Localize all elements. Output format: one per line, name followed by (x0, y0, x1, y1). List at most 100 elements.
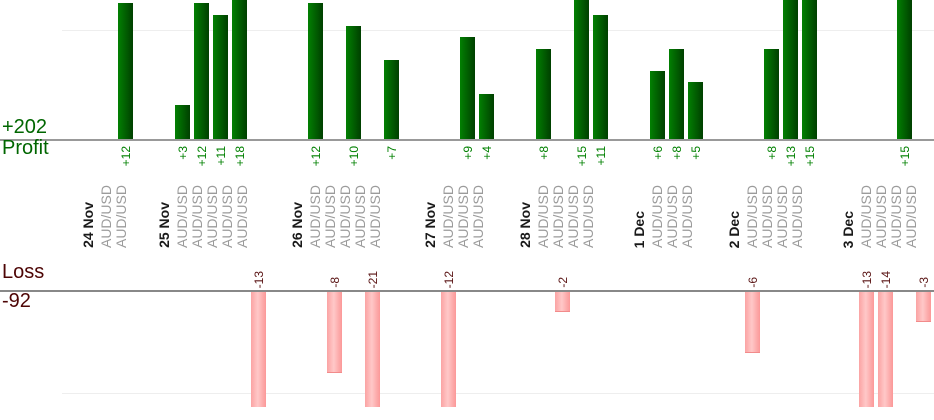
date-label: 26 Nov (289, 202, 305, 248)
profit-bar (897, 0, 912, 139)
loss-gridline (62, 393, 934, 394)
symbol-label: AUD/USD (580, 184, 596, 248)
profit-bar-value: +4 (480, 146, 494, 160)
profit-bar-value: +15 (803, 146, 817, 167)
symbol-label: AUD/USD (98, 184, 114, 248)
profit-bar (669, 49, 684, 139)
profit-axis-label: Profit (2, 137, 49, 159)
date-label: 24 Nov (80, 202, 96, 248)
profit-bar (118, 3, 133, 139)
symbol-label: AUD/USD (352, 184, 368, 248)
profit-bar (688, 82, 703, 139)
symbol-label: AUD/USD (565, 184, 581, 248)
profit-bar-value: +3 (176, 146, 190, 160)
profit-bar-value: +5 (689, 146, 703, 160)
profit-bar-value: +9 (461, 146, 475, 160)
symbol-label: AUD/USD (470, 184, 486, 248)
symbol-label: AUD/USD (759, 184, 775, 248)
loss-axis-line (0, 290, 934, 292)
symbol-label: AUD/USD (664, 184, 680, 248)
symbol-label: AUD/USD (774, 184, 790, 248)
loss-bar (555, 292, 570, 312)
profit-bar-value: +12 (119, 146, 133, 167)
profit-bar-value: +12 (195, 146, 209, 167)
symbol-label: AUD/USD (219, 184, 235, 248)
profit-bar-value: +15 (898, 146, 912, 167)
loss-bar (441, 292, 456, 407)
symbol-label: AUD/USD (307, 184, 323, 248)
symbol-label: AUD/USD (367, 184, 383, 248)
profit-bar-value: +12 (309, 146, 323, 167)
profit-bar (346, 26, 361, 139)
profit-bar-value: +8 (670, 146, 684, 160)
profit-bar (783, 0, 798, 139)
loss-bar (327, 292, 342, 373)
profit-gridline (62, 30, 934, 31)
profit-bar (308, 3, 323, 139)
symbol-label: AUD/USD (535, 184, 551, 248)
profit-axis-line (0, 139, 934, 141)
symbol-label: AUD/USD (744, 184, 760, 248)
loss-bar-value: -13 (252, 270, 266, 288)
date-label: 3 Dec (840, 210, 856, 248)
date-label: 25 Nov (156, 202, 172, 248)
loss-bar-value: -6 (746, 277, 760, 288)
profit-bar-value: +18 (233, 146, 247, 167)
loss-bar-value: -21 (366, 270, 380, 288)
profit-bar-value: +10 (347, 146, 361, 167)
symbol-label: AUD/USD (204, 184, 220, 248)
profit-bar (213, 15, 228, 139)
loss-total: -92 (2, 290, 31, 312)
profit-bar (650, 71, 665, 139)
loss-bar (251, 292, 266, 407)
profit-bar-value: +11 (594, 146, 608, 166)
profit-bar (764, 49, 779, 139)
profit-bar-value: +6 (651, 146, 665, 160)
profit-bar (175, 105, 190, 139)
profit-bar (593, 15, 608, 139)
profit-bar (460, 37, 475, 139)
symbol-label: AUD/USD (789, 184, 805, 248)
date-label: 27 Nov (422, 202, 438, 248)
loss-bar-value: -8 (328, 277, 342, 288)
loss-bar (916, 292, 931, 322)
symbol-label: AUD/USD (440, 184, 456, 248)
loss-axis-label: Loss (2, 261, 45, 283)
profit-bar-value: +13 (784, 146, 798, 167)
profit-bar (574, 0, 589, 139)
profit-bar (479, 94, 494, 139)
loss-bar-value: -14 (879, 270, 893, 288)
symbol-label: AUD/USD (903, 184, 919, 248)
symbol-label: AUD/USD (189, 184, 205, 248)
loss-bar (365, 292, 380, 407)
symbol-label: AUD/USD (888, 184, 904, 248)
symbol-label: AUD/USD (234, 184, 250, 248)
loss-bar (878, 292, 893, 407)
date-label: 28 Nov (517, 202, 533, 248)
symbol-label: AUD/USD (337, 184, 353, 248)
loss-bar (745, 292, 760, 353)
profit-bar-value: +8 (537, 146, 551, 160)
symbol-label: AUD/USD (649, 184, 665, 248)
profit-bar (536, 49, 551, 139)
symbol-label: AUD/USD (873, 184, 889, 248)
profit-bar-value: +11 (214, 146, 228, 166)
profit-bar (232, 0, 247, 139)
profit-chart-area (0, 0, 934, 139)
symbol-label: AUD/USD (550, 184, 566, 248)
profit-bar-value: +15 (575, 146, 589, 167)
date-label: 1 Dec (631, 210, 647, 248)
loss-bar-value: -2 (556, 277, 570, 288)
symbol-label: AUD/USD (174, 184, 190, 248)
profit-bar-value: +7 (385, 146, 399, 160)
loss-bar-value: -12 (442, 270, 456, 288)
date-label: 2 Dec (726, 210, 742, 248)
symbol-label: AUD/USD (113, 184, 129, 248)
loss-chart-area (0, 292, 934, 407)
symbol-label: AUD/USD (455, 184, 471, 248)
profit-bar (802, 0, 817, 139)
loss-bar-value: -3 (917, 277, 931, 288)
loss-bar-value: -13 (860, 270, 874, 288)
symbol-label: AUD/USD (858, 184, 874, 248)
